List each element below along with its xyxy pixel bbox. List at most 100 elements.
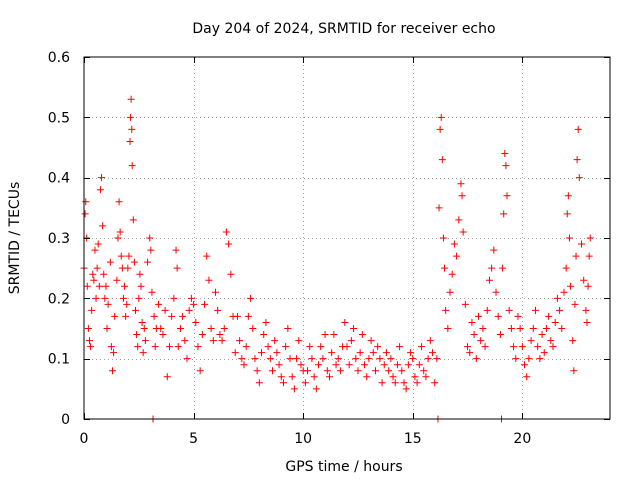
data-point — [108, 367, 116, 375]
data-point — [218, 337, 226, 345]
data-point — [295, 337, 303, 345]
data-point — [367, 337, 375, 345]
data-point — [475, 312, 482, 320]
data-point — [567, 282, 575, 290]
data-point — [441, 264, 449, 272]
data-point — [458, 192, 466, 200]
data-point — [183, 355, 191, 363]
data-point — [350, 325, 358, 332]
data-point — [163, 373, 171, 381]
data-point — [137, 282, 145, 290]
data-point — [121, 282, 129, 290]
data-point — [466, 349, 474, 357]
data-point — [345, 361, 353, 369]
data-point — [586, 234, 594, 242]
data-point — [402, 385, 410, 393]
data-point — [330, 331, 338, 339]
data-point — [139, 349, 147, 357]
data-point — [198, 331, 206, 339]
data-point — [214, 306, 222, 314]
data-point — [242, 343, 250, 351]
x-tick-label: 10 — [294, 431, 312, 447]
data-point — [127, 95, 135, 103]
data-point — [155, 300, 163, 308]
data-point — [433, 355, 441, 363]
data-point — [114, 234, 122, 242]
data-point — [472, 355, 480, 363]
data-point — [376, 355, 384, 363]
data-point — [288, 373, 296, 381]
data-point — [173, 264, 181, 272]
y-tick-labels: 0 0.1 0.2 0.3 0.4 0.5 0.6 — [48, 50, 70, 428]
data-point — [494, 312, 502, 320]
data-point — [407, 349, 415, 357]
data-point — [558, 325, 566, 332]
data-point — [569, 337, 577, 345]
data-point — [477, 337, 485, 345]
data-point — [82, 198, 90, 206]
data-point — [336, 367, 344, 375]
data-point — [136, 270, 144, 278]
data-point — [455, 216, 463, 224]
data-point — [126, 137, 134, 145]
data-point — [101, 294, 109, 302]
data-point — [102, 282, 110, 290]
data-point — [99, 222, 107, 230]
data-point — [271, 337, 279, 345]
data-point — [262, 318, 270, 326]
data-point — [159, 331, 167, 339]
data-point — [87, 343, 95, 351]
data-point — [438, 156, 446, 164]
data-point — [501, 150, 509, 158]
data-point — [275, 361, 283, 369]
data-point — [516, 325, 524, 332]
data-point — [418, 343, 426, 351]
data-point — [562, 264, 570, 272]
data-point — [317, 343, 325, 351]
axis-ticks — [84, 57, 610, 420]
data-point — [347, 337, 355, 345]
data-point — [129, 216, 137, 224]
data-point — [389, 373, 397, 381]
data-point — [290, 385, 298, 393]
data-point — [146, 234, 154, 242]
data-point — [117, 252, 125, 260]
data-point — [556, 306, 564, 314]
data-point — [194, 343, 202, 351]
data-point — [306, 343, 314, 351]
data-point — [238, 355, 246, 363]
data-point — [341, 318, 349, 326]
data-point — [119, 294, 127, 302]
data-point — [141, 337, 149, 345]
data-point — [90, 276, 98, 284]
data-point — [125, 252, 133, 260]
data-point — [584, 282, 592, 290]
data-point — [428, 349, 436, 357]
data-point — [321, 331, 329, 339]
data-point — [488, 264, 496, 272]
data-point — [444, 325, 452, 332]
data-point — [174, 343, 182, 351]
data-point — [179, 312, 187, 320]
data-point — [319, 355, 327, 363]
data-point — [580, 276, 588, 284]
data-point — [181, 337, 189, 345]
data-point — [251, 355, 259, 363]
data-point — [161, 306, 169, 314]
data-point — [525, 355, 533, 363]
data-point — [135, 294, 143, 302]
data-point — [89, 270, 97, 278]
data-point — [172, 246, 180, 254]
data-point — [282, 343, 290, 351]
data-point — [356, 349, 364, 357]
data-point — [255, 379, 263, 387]
data-point — [564, 192, 572, 200]
data-point — [130, 258, 138, 266]
data-point — [328, 349, 336, 357]
data-point — [168, 312, 176, 320]
data-point — [536, 355, 544, 363]
data-point — [123, 300, 131, 308]
data-point — [415, 361, 423, 369]
data-point — [92, 294, 100, 302]
data-point — [436, 125, 444, 133]
